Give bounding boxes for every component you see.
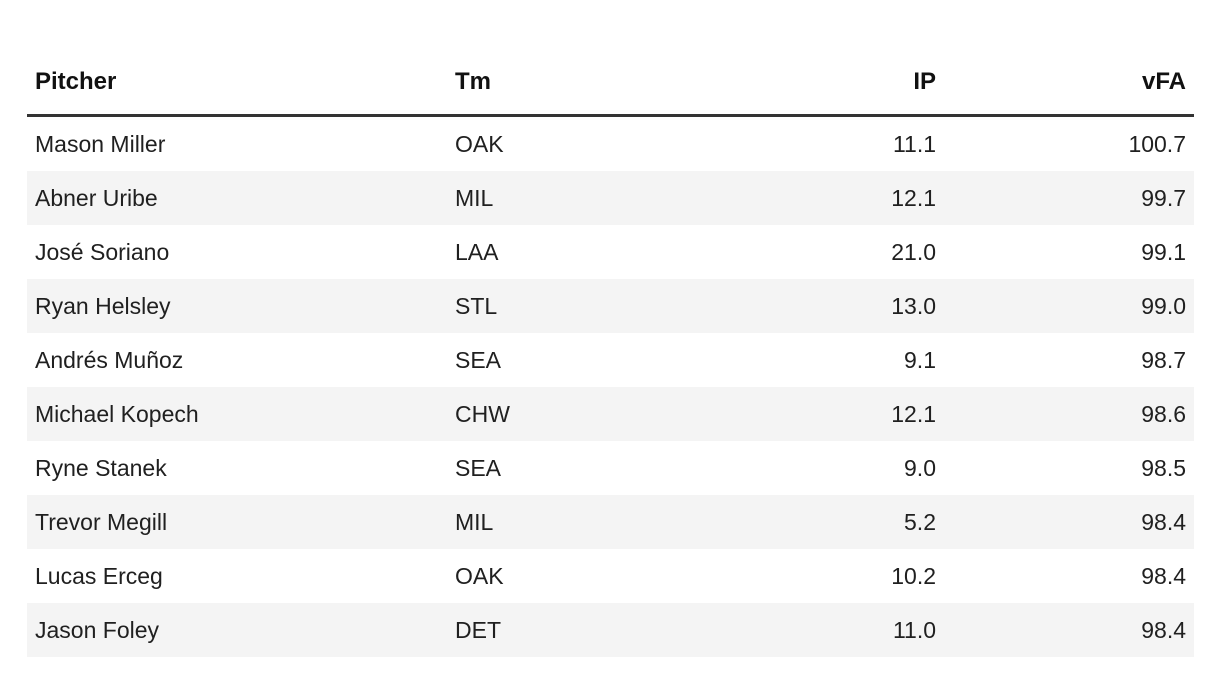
table-row: Trevor Megill MIL 5.2 98.4 — [27, 495, 1194, 549]
pitcher-cell: Trevor Megill — [35, 508, 168, 535]
pitcher-cell: Ryan Helsley — [35, 292, 171, 319]
table-row: José Soriano LAA 21.0 99.1 — [27, 225, 1194, 279]
vfa-cell: 99.1 — [1141, 238, 1186, 265]
table-body: Mason Miller OAK 11.1 100.7 Abner Uribe MIL 12… — [27, 116, 1194, 657]
table-header-row: Pitcher Tm IP vFA — [27, 50, 1194, 116]
ip-cell: 12.1 — [891, 400, 936, 427]
pitcher-cell: Michael Kopech — [35, 400, 199, 427]
table-row: Ryan Helsley STL 13.0 99.0 — [27, 279, 1194, 333]
column-header-team: Tm — [455, 68, 491, 95]
table-row: Lucas Erceg OAK 10.2 98.4 — [27, 549, 1194, 603]
team-cell: CHW — [455, 400, 510, 427]
team-cell: SEA — [455, 454, 502, 481]
table-row: Michael Kopech CHW 12.1 98.6 — [27, 387, 1194, 441]
pitcher-cell: Abner Uribe — [35, 184, 158, 211]
ip-cell: 11.1 — [892, 130, 936, 157]
ip-cell: 10.2 — [891, 562, 936, 589]
ip-cell: 12.1 — [891, 184, 936, 211]
pitcher-cell: Mason Miller — [35, 130, 166, 157]
team-cell: DET — [455, 616, 501, 643]
table-row: Abner Uribe MIL 12.1 99.7 — [27, 171, 1194, 225]
vfa-cell: 100.7 — [1128, 130, 1186, 157]
vfa-cell: 99.7 — [1141, 184, 1186, 211]
pitcher-cell: Lucas Erceg — [35, 562, 163, 589]
team-cell: LAA — [455, 238, 499, 265]
vfa-cell: 98.5 — [1141, 454, 1186, 481]
table-row: Andrés Muñoz SEA 9.1 98.7 — [27, 333, 1194, 387]
team-cell: STL — [455, 292, 498, 319]
table-row: Ryne Stanek SEA 9.0 98.5 — [27, 441, 1194, 495]
ip-cell: 5.2 — [904, 508, 936, 535]
ip-cell: 9.1 — [904, 346, 936, 373]
vfa-cell: 98.4 — [1141, 508, 1186, 535]
vfa-cell: 99.0 — [1141, 292, 1186, 319]
pitcher-cell: Jason Foley — [35, 616, 160, 643]
column-header-ip: IP — [913, 68, 936, 95]
vfa-cell: 98.4 — [1141, 562, 1186, 589]
pitcher-cell: Andrés Muñoz — [35, 346, 184, 373]
page: Pitcher Tm IP vFA Mason Miller OAK 11.1 100.7 A… — [27, 50, 1194, 657]
pitcher-velocity-table: Pitcher Tm IP vFA Mason Miller OAK 11.1 100.7 A… — [27, 50, 1194, 657]
ip-cell: 21.0 — [891, 238, 936, 265]
ip-cell: 11.0 — [892, 616, 936, 643]
ip-cell: 9.0 — [904, 454, 936, 481]
pitcher-cell: Ryne Stanek — [35, 454, 167, 481]
column-header-vfa: vFA — [1141, 68, 1186, 95]
team-cell: OAK — [455, 130, 504, 157]
vfa-cell: 98.6 — [1141, 400, 1186, 427]
vfa-cell: 98.4 — [1141, 616, 1186, 643]
pitcher-cell: José Soriano — [35, 238, 170, 265]
table-header: Pitcher Tm IP vFA — [27, 50, 1194, 116]
table-row: Mason Miller OAK 11.1 100.7 — [27, 116, 1194, 172]
table-row: Jason Foley DET 11.0 98.4 — [27, 603, 1194, 657]
ip-cell: 13.0 — [891, 292, 936, 319]
vfa-cell: 98.7 — [1141, 346, 1186, 373]
team-cell: MIL — [455, 508, 494, 535]
column-header-pitcher: Pitcher — [35, 68, 117, 95]
team-cell: SEA — [455, 346, 502, 373]
team-cell: OAK — [455, 562, 504, 589]
team-cell: MIL — [455, 184, 494, 211]
